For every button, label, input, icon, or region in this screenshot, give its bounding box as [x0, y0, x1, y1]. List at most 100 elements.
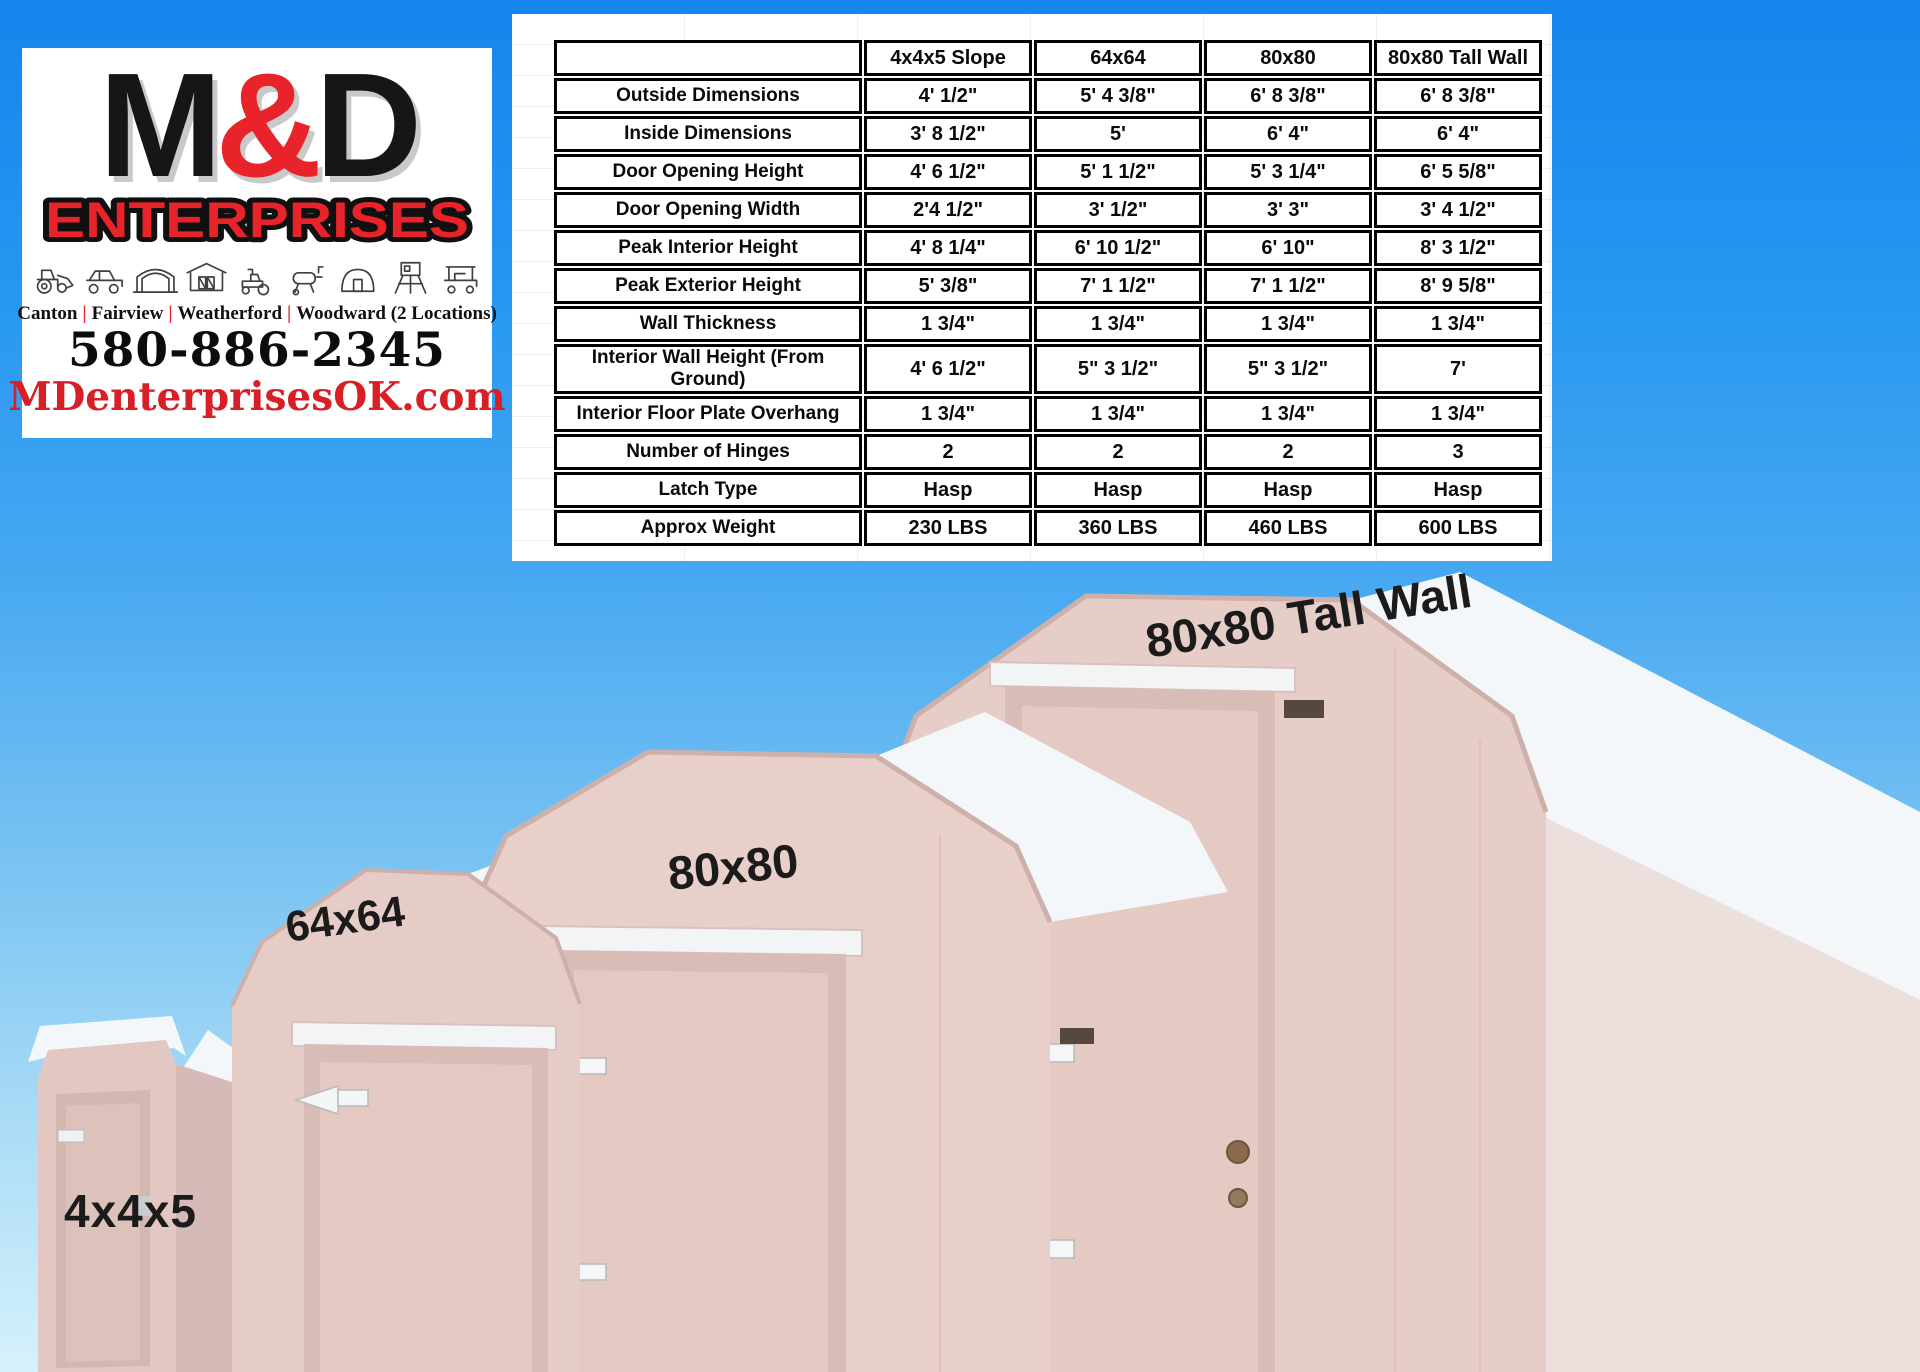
- spec-cell: 6' 5 5/8": [1374, 154, 1542, 190]
- spec-cell: 1 3/4": [1034, 306, 1202, 342]
- spec-corner-cell: [554, 40, 862, 76]
- spec-cell: 600 LBS: [1374, 510, 1542, 546]
- spec-cell: 5' 4 3/8": [1034, 78, 1202, 114]
- spec-row-label: Peak Interior Height: [554, 230, 862, 266]
- spec-row-label: Latch Type: [554, 472, 862, 508]
- spec-cell: 1 3/4": [864, 396, 1032, 432]
- spec-cell: 1 3/4": [1204, 396, 1372, 432]
- spec-cell: 4' 6 1/2": [864, 154, 1032, 190]
- shed-4x4x5: [28, 1016, 232, 1372]
- spec-cell: Hasp: [1374, 472, 1542, 508]
- brand-logo: M&D: [99, 52, 422, 200]
- location-city: Woodward (2 Locations): [296, 303, 497, 325]
- spec-cell: 7' 1 1/2": [1204, 268, 1372, 304]
- utv-icon: [85, 270, 123, 294]
- spec-cell: Hasp: [864, 472, 1032, 508]
- spec-cell: 230 LBS: [864, 510, 1032, 546]
- spec-cell: 3' 4 1/2": [1374, 192, 1542, 228]
- brand-enterprises-text: ENTERPRISES: [45, 192, 469, 248]
- spec-row-label: Number of Hinges: [554, 434, 862, 470]
- spec-row-label: Wall Thickness: [554, 306, 862, 342]
- spec-cell: 1 3/4": [1034, 396, 1202, 432]
- spec-cell: 3: [1374, 434, 1542, 470]
- golf-cart-icon: [443, 266, 477, 294]
- spec-row-label: Interior Floor Plate Overhang: [554, 396, 862, 432]
- spec-cell: 7' 1 1/2": [1034, 268, 1202, 304]
- spec-cell: 8' 9 5/8": [1374, 268, 1542, 304]
- location-separator: |: [168, 303, 173, 325]
- spec-row-label: Approx Weight: [554, 510, 862, 546]
- spec-row: Peak Interior Height 4' 8 1/4" 6' 10 1/2" 6…: [554, 230, 1542, 266]
- spec-cell: 8' 3 1/2": [1374, 230, 1542, 266]
- spec-cell: 4' 1/2": [864, 78, 1032, 114]
- smoker-grill-icon: [292, 266, 324, 296]
- spec-cell: 7': [1374, 344, 1542, 394]
- spec-cell: 6' 8 3/8": [1204, 78, 1372, 114]
- brand-enterprises: ENTERPRISES: [40, 190, 474, 250]
- spec-cell: 6' 8 3/8": [1374, 78, 1542, 114]
- spec-column-header: 80x80: [1204, 40, 1372, 76]
- spec-cell: 360 LBS: [1034, 510, 1202, 546]
- door-latch: [138, 1196, 150, 1216]
- spec-cell: 5': [1034, 116, 1202, 152]
- spec-cell: 5" 3 1/2": [1204, 344, 1372, 394]
- spec-cell: 6' 4": [1204, 116, 1372, 152]
- door-knob: [1226, 1140, 1250, 1164]
- brand-ampersand: &: [215, 43, 322, 208]
- spec-row-label: Door Opening Width: [554, 192, 862, 228]
- hunting-blind-icon: [340, 268, 375, 293]
- location-city: Weatherford: [177, 303, 283, 325]
- spec-header-row: 4x4x5 Slope 64x64 80x80 80x80 Tall Wall: [554, 40, 1542, 76]
- spec-row: Door Opening Height 4' 6 1/2" 5' 1 1/2" 5' …: [554, 154, 1542, 190]
- spec-cell: 5" 3 1/2": [1034, 344, 1202, 394]
- spec-row: Number of Hinges 2 2 2 3: [554, 434, 1542, 470]
- spec-cell: 5' 3 1/4": [1204, 154, 1372, 190]
- spec-cell: 1 3/4": [1374, 306, 1542, 342]
- location-city: Fairview: [91, 303, 164, 325]
- shed-label-4x4x5: 4x4x5: [64, 1185, 197, 1237]
- spec-cell: 5' 3/8": [864, 268, 1032, 304]
- spec-row: Interior Wall Height (From Ground) 4' 6 1…: [554, 344, 1542, 394]
- website-url: MDenterprisesOK.com: [8, 373, 506, 420]
- spec-column-header: 64x64: [1034, 40, 1202, 76]
- door-hinge: [57, 1129, 85, 1143]
- spec-row-label: Door Opening Height: [554, 154, 862, 190]
- spec-row: Interior Floor Plate Overhang 1 3/4" 1 3/4…: [554, 396, 1542, 432]
- spec-row-label: Peak Exterior Height: [554, 268, 862, 304]
- spec-cell: Hasp: [1034, 472, 1202, 508]
- spec-cell: 4' 8 1/4": [864, 230, 1032, 266]
- spec-row-label: Interior Wall Height (From Ground): [554, 344, 862, 394]
- spec-cell: 5' 1 1/2": [1034, 154, 1202, 190]
- spec-cell: 2'4 1/2": [864, 192, 1032, 228]
- spec-table: 4x4x5 Slope 64x64 80x80 80x80 Tall Wall Out…: [552, 38, 1544, 548]
- spec-column-header: 4x4x5 Slope: [864, 40, 1032, 76]
- spec-cell: 1 3/4": [1374, 396, 1542, 432]
- spec-row: Peak Exterior Height 5' 3/8" 7' 1 1/2" 7' 1…: [554, 268, 1542, 304]
- location-city: Canton: [17, 303, 78, 325]
- spec-cell: 1 3/4": [864, 306, 1032, 342]
- brand-letter-d: D: [315, 43, 422, 208]
- tractor-icon: [36, 269, 74, 294]
- spec-row: Wall Thickness 1 3/4" 1 3/4" 1 3/4" 1 3/4": [554, 306, 1542, 342]
- spec-cell: 6' 4": [1374, 116, 1542, 152]
- spec-cell: 3' 1/2": [1034, 192, 1202, 228]
- spec-cell: 6' 10": [1204, 230, 1372, 266]
- spec-cell: 3' 3": [1204, 192, 1372, 228]
- spec-cell: 2: [1204, 434, 1372, 470]
- spec-cell: 2: [864, 434, 1032, 470]
- carport-icon: [132, 268, 178, 294]
- door-plaque: [1284, 700, 1324, 718]
- spec-sheet: 4x4x5 Slope 64x64 80x80 80x80 Tall Wall Out…: [512, 14, 1552, 561]
- brand-letter-m: M: [98, 43, 222, 208]
- spec-column-header: 80x80 Tall Wall: [1374, 40, 1542, 76]
- portable-building-icon: [185, 262, 227, 292]
- logo-card: M&D ENTERPRISES Canton | Fairview | Weatherf…: [8, 48, 506, 438]
- wall-plaque: [1060, 1028, 1094, 1044]
- deer-stand-icon: [394, 262, 426, 294]
- spec-row: Approx Weight 230 LBS 360 LBS 460 LBS 600 LB…: [554, 510, 1542, 546]
- location-separator: |: [82, 303, 87, 325]
- spec-cell: Hasp: [1204, 472, 1372, 508]
- spec-row: Latch Type Hasp Hasp Hasp Hasp: [554, 472, 1542, 508]
